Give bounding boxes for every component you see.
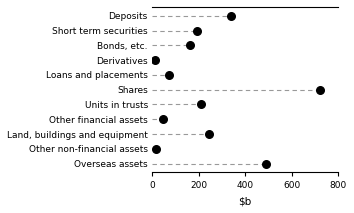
Point [198,103,204,106]
Point [228,14,234,17]
X-axis label: $b: $b [239,196,252,206]
Point [263,162,269,165]
Point [206,132,212,136]
Point [195,29,200,32]
Point [167,73,172,77]
Point [160,118,166,121]
Point [152,58,158,62]
Point [188,44,193,47]
Point [153,147,159,151]
Point [317,88,322,91]
